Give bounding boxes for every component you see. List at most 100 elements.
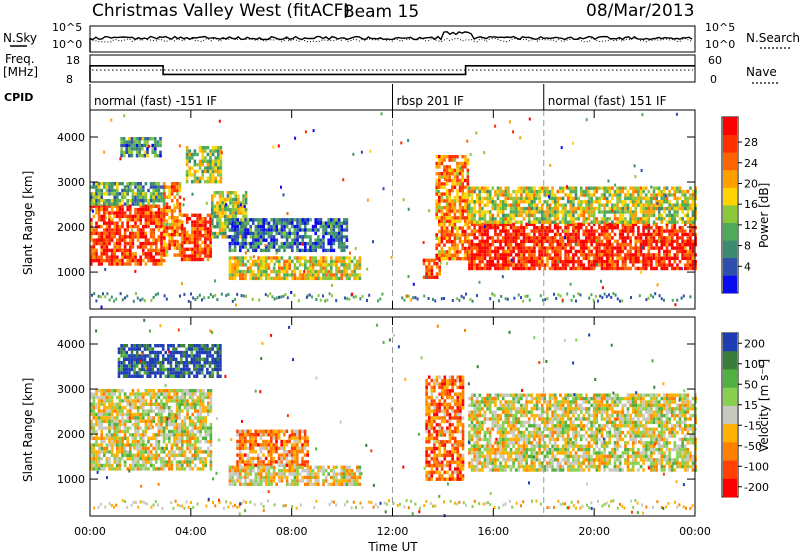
heatmap-cell (246, 259, 250, 264)
heatmap-cell (634, 222, 638, 226)
heatmap-cell (478, 220, 482, 224)
heatmap-cell (483, 210, 487, 214)
heatmap-cell (191, 213, 194, 217)
heatmap-cell (638, 294, 641, 298)
heatmap-cell (585, 210, 588, 214)
heatmap-cell (309, 228, 312, 232)
heatmap-cell (170, 199, 174, 203)
heatmap-cell (445, 226, 449, 230)
heatmap-cell (147, 457, 150, 461)
heatmap-cell (204, 251, 207, 255)
heatmap-cell (152, 258, 155, 263)
heatmap-cell (139, 188, 142, 193)
heatmap-cell (144, 399, 148, 403)
heatmap-cell (445, 189, 449, 193)
heatmap-cell (244, 208, 248, 212)
heatmap-cell (637, 229, 640, 233)
heatmap-cell (483, 225, 486, 228)
heatmap-cell (324, 221, 328, 225)
heatmap-cell (309, 273, 312, 277)
heatmap-cell (427, 297, 430, 300)
heatmap-cell (514, 200, 518, 204)
heatmap-cell (133, 143, 136, 148)
heatmap-cell (173, 222, 177, 227)
heatmap-cell (435, 236, 438, 240)
velocity-heatmap (90, 318, 697, 518)
heatmap-cell (445, 192, 449, 196)
heatmap-cell (416, 297, 419, 301)
heatmap-cell (144, 426, 148, 430)
heatmap-cell (103, 192, 106, 196)
heatmap-cell (650, 200, 653, 204)
heatmap-cell (517, 229, 521, 233)
heatmap-cell (603, 196, 606, 201)
heatmap-cell (312, 129, 315, 133)
heatmap-cell (108, 231, 111, 236)
heatmap-cell (533, 200, 536, 204)
heatmap-cell (600, 239, 604, 243)
heatmap-cell (613, 246, 617, 250)
heatmap-cell (464, 219, 467, 223)
heatmap-cell (509, 253, 513, 257)
heatmap-cell (142, 399, 145, 403)
heatmap-cell (143, 299, 146, 303)
heatmap-cell (486, 260, 489, 264)
heatmap-cell (188, 389, 192, 393)
heatmap-cell (634, 243, 638, 247)
heatmap-cell (655, 200, 658, 204)
heatmap-cell (569, 189, 573, 194)
heatmap-cell (496, 210, 500, 214)
heatmap-cell (652, 295, 654, 299)
heatmap-cell (157, 218, 161, 222)
heatmap-cell (592, 229, 596, 233)
heatmap-cell (500, 295, 503, 298)
heatmap-cell (438, 202, 441, 206)
heatmap-cell (203, 296, 206, 300)
heatmap-cell (131, 392, 135, 396)
heatmap-cell (229, 208, 232, 212)
heatmap-cell (440, 195, 444, 200)
heatmap-cell (129, 235, 132, 239)
heatmap-cell (624, 196, 627, 201)
heatmap-cell (211, 173, 215, 177)
heatmap-cell (142, 211, 145, 215)
heatmap-cell (157, 292, 159, 296)
heatmap-cell (634, 189, 638, 194)
heatmap-cell (629, 253, 632, 257)
heatmap-cell (678, 226, 682, 230)
heatmap-cell (540, 260, 544, 264)
heatmap-cell (214, 163, 217, 167)
heatmap-cell (239, 218, 243, 222)
heatmap-cell (170, 222, 174, 227)
heatmap-cell (572, 222, 575, 226)
heatmap-cell (499, 239, 502, 243)
heatmap-cell (214, 149, 217, 153)
heatmap-cell (691, 249, 695, 254)
heatmap-cell (252, 235, 255, 239)
heatmap-cell (611, 222, 614, 226)
heatmap-cell (123, 238, 127, 242)
heatmap-cell (448, 257, 451, 261)
heatmap-cell (425, 258, 428, 262)
heatmap-cell (105, 235, 109, 239)
heatmap-cell (470, 189, 474, 194)
heatmap-cell (665, 266, 669, 271)
heatmap-cell (178, 467, 181, 471)
heatmap-cell (517, 260, 521, 264)
heatmap-cell (106, 292, 109, 296)
heatmap-cell (196, 234, 199, 238)
heatmap-cell (461, 226, 464, 230)
heatmap-cell (585, 236, 588, 240)
heatmap-cell (113, 457, 116, 461)
heatmap-cell (113, 416, 116, 420)
heatmap-cell (569, 196, 573, 201)
heatmap-cell (585, 229, 588, 233)
heatmap-cell (657, 193, 661, 197)
heatmap-cell (676, 253, 679, 257)
heatmap-cell (183, 389, 187, 393)
heatmap-cell (285, 241, 289, 246)
heatmap-cell (218, 204, 222, 208)
heatmap-cell (603, 186, 606, 190)
heatmap-cell (566, 263, 570, 267)
heatmap-cell (592, 263, 596, 267)
